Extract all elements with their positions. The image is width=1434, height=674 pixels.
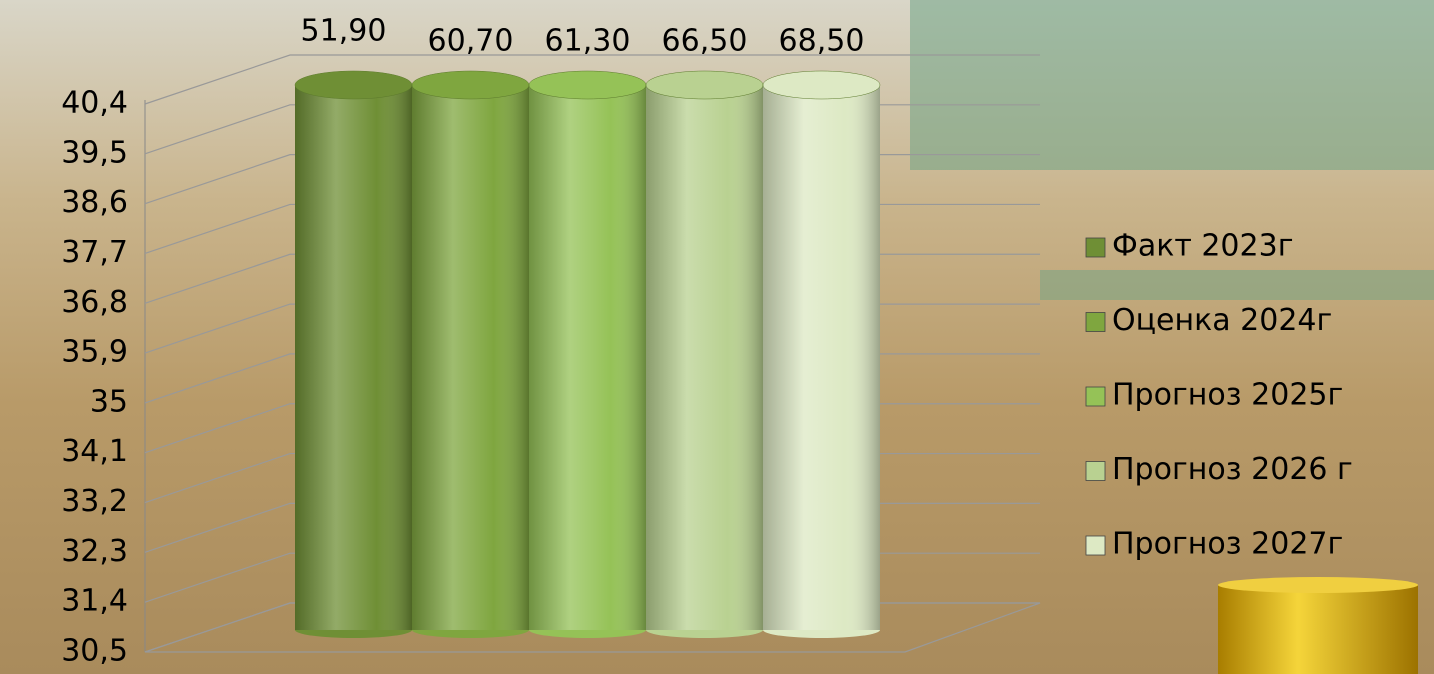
bar-top: [411, 70, 530, 100]
legend-swatch: [1085, 312, 1106, 332]
value-label: 61,30: [545, 24, 631, 59]
bar-tops: [294, 70, 881, 100]
grid-line: [144, 54, 1040, 105]
y-tick-label: 35: [90, 384, 128, 419]
bar-shade: [646, 85, 763, 630]
y-tick-label: 32,3: [61, 534, 128, 569]
bar-shade: [529, 85, 646, 630]
value-label: 51,90: [301, 14, 387, 49]
y-tick-label: 33,2: [61, 484, 128, 519]
legend-label: Прогноз 2027г: [1112, 527, 1343, 562]
y-tick-label: 30,5: [61, 634, 128, 669]
bar-top: [528, 70, 647, 100]
y-tick-label: 38,6: [61, 185, 128, 220]
bar-top: [294, 70, 413, 100]
y-tick-label: 35,9: [61, 335, 128, 370]
value-label: 66,50: [662, 24, 748, 59]
plot: 30,5 31,4 32,3 33,2 34,1 35 35,9 36,8 37,7 38,6 39…: [61, 54, 1041, 669]
legend-swatch: [1085, 386, 1106, 407]
value-label: 68,50: [779, 24, 865, 59]
legend-label: Факт 2023г: [1112, 229, 1293, 264]
background-machine: [1040, 270, 1434, 300]
bar-shade: [412, 85, 529, 630]
y-tick-label: 31,4: [61, 584, 128, 619]
y-tick-label: 34,1: [61, 434, 128, 469]
bar-shade: [763, 85, 880, 630]
floor: [144, 602, 1041, 653]
coins: [1218, 577, 1418, 674]
background-machine: [910, 0, 1434, 170]
legend-label: Оценка 2024г: [1112, 303, 1332, 338]
y-tick-label: 36,8: [61, 285, 128, 320]
legend-swatch: [1085, 237, 1106, 258]
legend-swatch: [1085, 535, 1106, 556]
bar-top: [645, 70, 764, 100]
y-tick-label: 39,5: [61, 135, 128, 170]
legend-swatch: [1085, 461, 1106, 481]
y-tick-label: 40,4: [61, 86, 128, 121]
bars: [295, 85, 880, 638]
legend-label: Прогноз 2025г: [1112, 378, 1343, 413]
y-tick-label: 37,7: [61, 235, 128, 270]
bar-top: [762, 70, 881, 100]
value-label: 60,70: [428, 24, 514, 59]
bar-shade: [295, 85, 412, 630]
legend-label: Прогноз 2026 г: [1112, 452, 1353, 487]
